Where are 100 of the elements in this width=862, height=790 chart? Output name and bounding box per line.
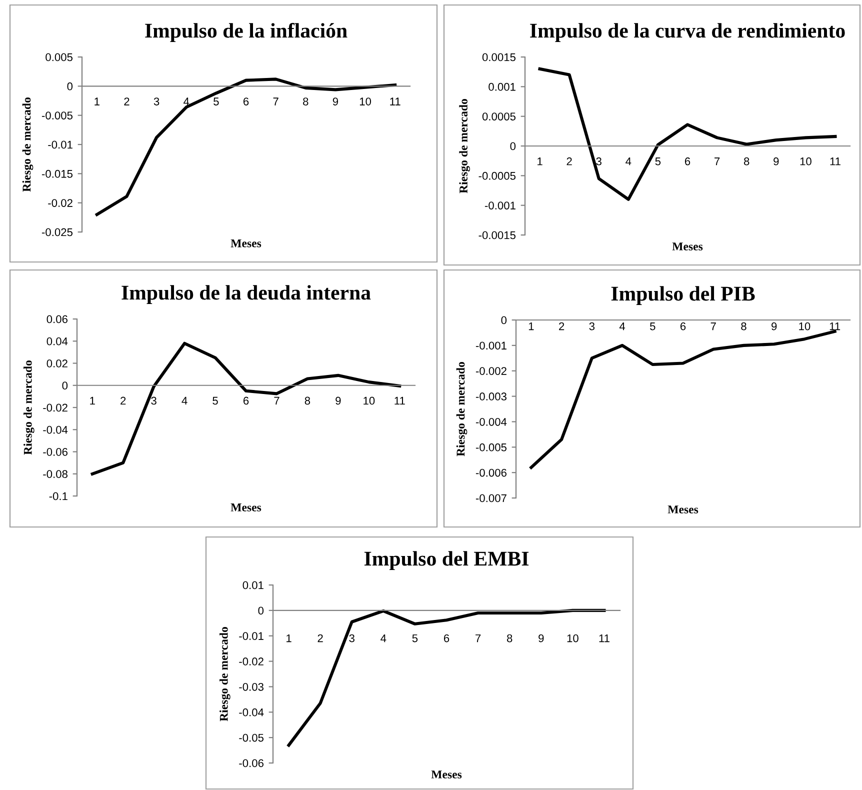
x-tick-label: 2 (318, 634, 323, 642)
x-tick-label: 7 (714, 158, 720, 166)
x-tick-label: 11 (394, 396, 405, 405)
y-tick-label: -0.005 (476, 443, 507, 452)
x-tick-label: 9 (538, 634, 544, 642)
x-tick-label: 6 (444, 634, 450, 642)
y-axis-title: Riesgo de mercado (220, 627, 230, 722)
y-tick-label: 0 (501, 316, 507, 324)
y-tick-label: -0.001 (484, 202, 516, 210)
x-tick-label: 6 (680, 322, 686, 330)
x-tick-label: 9 (332, 98, 338, 106)
y-tick-label: -0.02 (48, 199, 72, 207)
y-tick-label: -0.005 (42, 112, 73, 120)
y-tick-label: -0.025 (42, 228, 73, 236)
y-tick-label: 0 (67, 82, 73, 90)
x-tick-label: 2 (120, 396, 126, 405)
x-tick-label: 5 (412, 634, 418, 642)
x-tick-label: 8 (744, 157, 750, 166)
x-tick-label: 7 (274, 396, 280, 405)
x-tick-label: 4 (380, 634, 386, 642)
x-tick-label: 4 (184, 98, 190, 106)
x-tick-label: 9 (336, 396, 341, 405)
x-tick-label: 10 (567, 634, 578, 642)
x-tick-label: 7 (476, 634, 481, 642)
y-tick-label: 0 (258, 606, 264, 615)
x-tick-label: 11 (830, 322, 840, 330)
x-tick-label: 7 (273, 98, 278, 106)
x-tick-label: 6 (243, 98, 249, 106)
x-tick-label: 5 (655, 158, 661, 166)
y-tick-label: -0.04 (43, 426, 68, 434)
x-tick-label: 9 (774, 157, 779, 166)
x-tick-label: 2 (566, 157, 572, 166)
x-tick-label: 1 (90, 396, 95, 405)
x-tick-label: 5 (214, 98, 219, 106)
y-tick-label: -0.003 (476, 392, 506, 400)
y-tick-label: 0 (510, 142, 516, 150)
y-tick-label: 0.02 (46, 360, 68, 368)
y-axis-title: Riesgo de mercado (456, 362, 468, 456)
y-tick-label: -0.015 (42, 170, 73, 178)
x-tick-label: 2 (559, 322, 564, 330)
y-tick-label: -0.08 (43, 470, 68, 478)
y-tick-label: 0.06 (46, 315, 68, 324)
y-tick-label: 0.04 (46, 337, 68, 346)
x-axis-title: Meses (672, 242, 703, 250)
x-tick-label: 1 (528, 322, 534, 330)
y-tick-label: -0.0005 (478, 172, 516, 180)
y-axis-title: Riesgo de mercado (24, 360, 34, 455)
x-axis-title: Meses (230, 504, 262, 512)
x-tick-label: 10 (799, 322, 810, 330)
y-tick-label: -0.01 (239, 632, 264, 640)
y-tick-label: 0.001 (488, 82, 516, 91)
x-tick-label: 6 (684, 157, 690, 166)
x-tick-label: 10 (364, 396, 375, 405)
chart-title: Impulso de la inflación (145, 22, 348, 42)
x-tick-label: 2 (124, 98, 130, 106)
x-tick-label: 8 (741, 322, 746, 330)
x-tick-label: 1 (538, 158, 542, 166)
x-tick-label: 8 (304, 396, 310, 405)
y-tick-label: -0.001 (476, 342, 506, 350)
x-tick-label: 10 (800, 157, 812, 166)
x-tick-label: 3 (154, 98, 160, 106)
y-tick-label: -0.01 (48, 140, 72, 149)
y-tick-label: -0.006 (476, 468, 506, 477)
chart-title: Impulso del EMBI (364, 551, 529, 570)
chart-title: Impulso del PIB (611, 286, 755, 305)
x-tick-label: 6 (243, 396, 249, 405)
x-tick-label: 4 (626, 158, 632, 166)
x-axis-title: Meses (431, 770, 462, 778)
y-tick-label: -0.06 (43, 448, 68, 456)
y-tick-label: 0 (62, 382, 68, 390)
x-tick-label: 11 (599, 634, 610, 642)
x-tick-label: 3 (589, 322, 595, 330)
x-tick-label: 1 (286, 634, 292, 642)
x-tick-label: 4 (182, 396, 188, 405)
y-tick-label: -0.06 (239, 759, 264, 768)
chart-title: Impulso de la curva de rendimiento (530, 23, 845, 42)
y-tick-label: -0.1 (49, 492, 68, 500)
y-tick-label: -0.03 (239, 682, 264, 691)
x-axis-title: Meses (230, 239, 262, 248)
y-tick-label: -0.02 (239, 658, 264, 666)
y-axis-title: Riesgo de mercado (22, 98, 34, 192)
x-tick-label: 1 (94, 98, 100, 106)
x-tick-label: 3 (596, 157, 602, 166)
y-tick-label: -0.0015 (478, 231, 516, 240)
x-tick-label: 9 (772, 322, 777, 330)
x-tick-label: 8 (303, 98, 308, 106)
y-tick-label: 0.0005 (482, 112, 516, 120)
y-tick-label: -0.05 (239, 734, 264, 742)
y-tick-label: 0.0015 (482, 53, 516, 62)
x-tick-label: 11 (830, 158, 840, 166)
x-tick-label: 4 (619, 322, 626, 330)
line-series (530, 330, 836, 470)
x-tick-label: 3 (349, 634, 354, 642)
x-tick-label: 10 (360, 98, 372, 106)
y-tick-label: 0.01 (242, 581, 264, 590)
x-tick-label: 7 (710, 322, 716, 330)
x-tick-label: 5 (212, 396, 218, 405)
y-tick-label: -0.007 (476, 494, 506, 502)
x-tick-label: 11 (390, 98, 400, 106)
y-tick-label: 0.005 (46, 53, 73, 62)
